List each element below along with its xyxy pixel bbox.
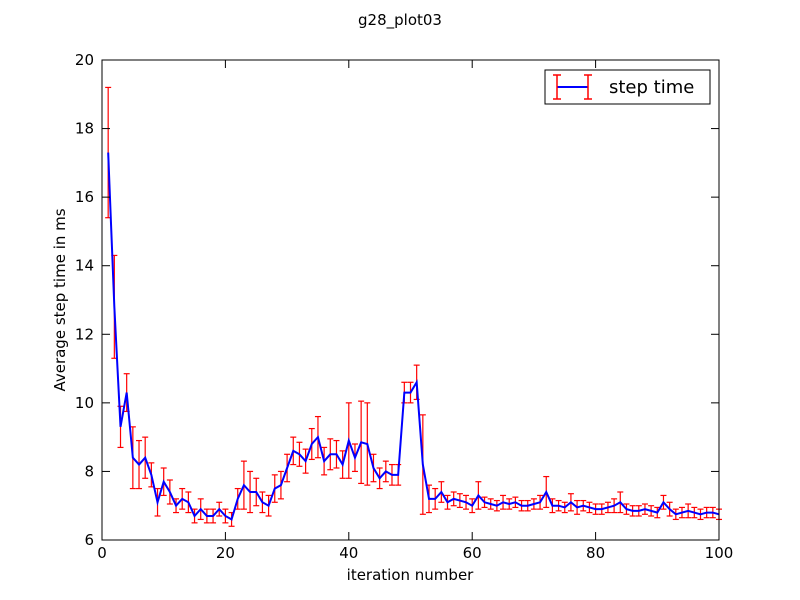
- legend-label-step-time: step time: [609, 77, 694, 98]
- x-tick-label: 0: [97, 544, 107, 562]
- x-tick-label: 80: [586, 544, 605, 562]
- y-tick-label: 18: [75, 120, 94, 138]
- y-tick-label: 8: [84, 462, 94, 480]
- y-axis-label: Average step time in ms: [51, 208, 69, 391]
- y-tick-label: 6: [84, 531, 94, 549]
- x-tick-label: 40: [339, 544, 358, 562]
- legend-box: [544, 69, 711, 105]
- chart-title: g28_plot03: [358, 11, 442, 30]
- y-axis: 6 8 10 12 14 16 18 20: [75, 51, 719, 549]
- y-tick-label: 14: [75, 257, 94, 275]
- plot-area: [105, 86, 722, 527]
- x-tick-label: 100: [705, 544, 734, 562]
- x-tick-label: 60: [463, 544, 482, 562]
- y-tick-label: 20: [75, 51, 94, 69]
- y-tick-label: 12: [75, 325, 94, 343]
- x-axis: 0 20 40 60 80 100: [97, 60, 733, 562]
- errorbars-group: [105, 86, 722, 527]
- x-tick-label: 20: [216, 544, 235, 562]
- plot-frame: [101, 59, 720, 541]
- y-tick-label: 10: [75, 394, 94, 412]
- legend: step time: [544, 69, 711, 105]
- series-line-step-time: [107, 152, 720, 521]
- y-tick-label: 16: [75, 188, 94, 206]
- x-axis-label: iteration number: [347, 566, 475, 584]
